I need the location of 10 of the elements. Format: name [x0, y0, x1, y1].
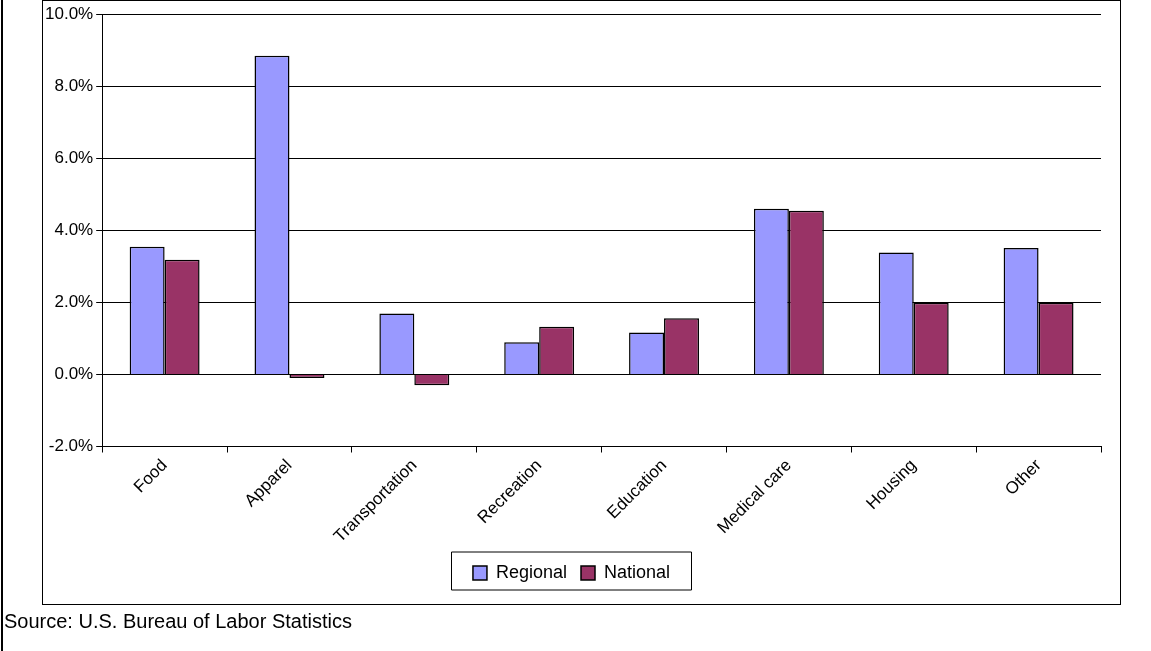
- y-tick-label: -2.0%: [48, 436, 94, 456]
- y-tick-label: 10.0%: [45, 3, 94, 23]
- source-note: Source: U.S. Bureau of Labor Statistics: [4, 610, 352, 633]
- legend-label: Regional: [495, 561, 568, 582]
- y-tick-label: 8.0%: [54, 75, 94, 95]
- legend-label: National: [604, 561, 671, 582]
- y-tick-label: 6.0%: [54, 147, 94, 167]
- y-tick-label: 0.0%: [54, 364, 94, 384]
- y-tick-label: 4.0%: [54, 219, 94, 239]
- y-tick-label: 2.0%: [54, 292, 94, 312]
